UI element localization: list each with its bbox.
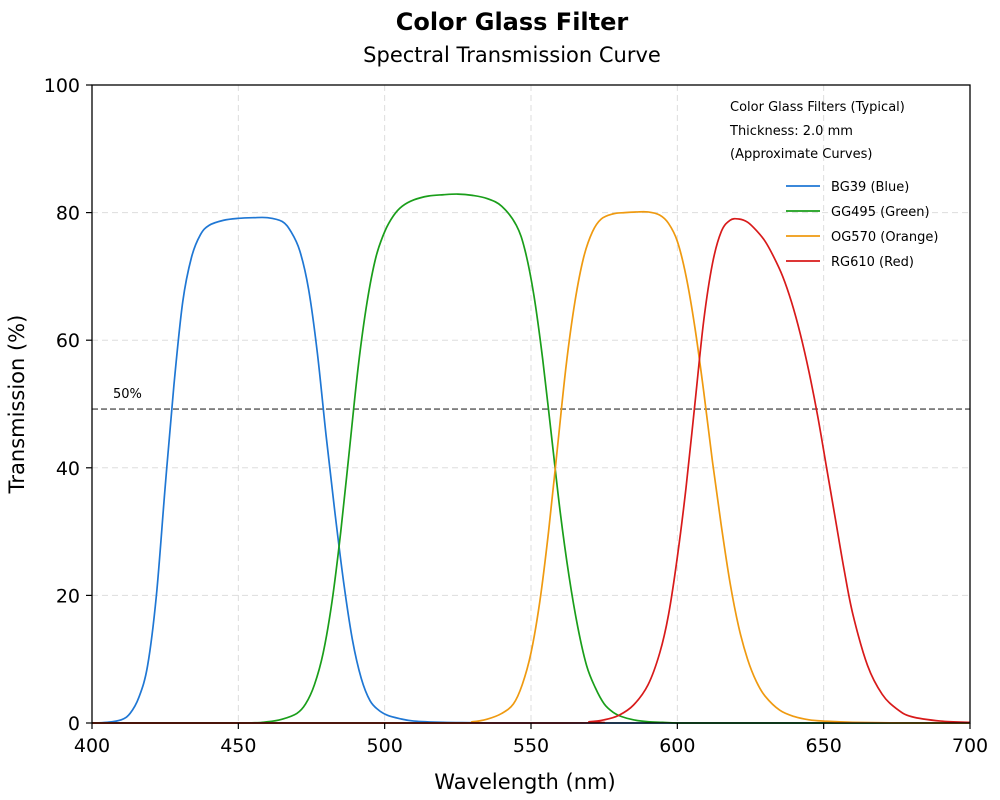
x-ticks: 400 450 500 550 600 650 700 — [74, 723, 988, 757]
series-line-0 — [91, 216, 970, 724]
annotation-line-2: Thickness: 2.0 mm — [729, 124, 853, 139]
legend-label-1: GG495 (Green) — [831, 205, 930, 220]
x-axis-label: Wavelength (nm) — [434, 770, 615, 794]
series-line-2 — [92, 210, 970, 724]
y-axis-label: Transmission (%) — [5, 315, 29, 495]
x-tick-label: 450 — [220, 735, 256, 757]
chart-title: Color Glass Filter — [396, 8, 629, 36]
x-tick-label: 650 — [806, 735, 842, 757]
legend: BG39 (Blue) GG495 (Green) OG570 (Orange) RG… — [786, 180, 938, 270]
series-line-3 — [92, 217, 971, 724]
series-group — [91, 193, 971, 724]
y-ticks: 0 20 40 60 80 100 — [44, 75, 92, 735]
reference-line-group: 50% — [92, 387, 970, 410]
x-tick-label: 550 — [513, 735, 549, 757]
annotation-line-3: (Approximate Curves) — [730, 147, 872, 162]
annotation-line-1: Color Glass Filters (Typical) — [730, 100, 905, 115]
y-tick-label: 100 — [44, 75, 80, 97]
x-tick-label: 400 — [74, 735, 110, 757]
annotation-block: Color Glass Filters (Typical) Thickness:… — [729, 100, 905, 162]
x-tick-label: 500 — [367, 735, 403, 757]
legend-label-3: RG610 (Red) — [831, 255, 914, 270]
grid — [92, 85, 970, 723]
chart-subtitle: Spectral Transmission Curve — [363, 43, 661, 67]
x-tick-label: 700 — [952, 735, 988, 757]
y-tick-label: 80 — [56, 203, 80, 225]
y-tick-label: 60 — [56, 330, 80, 352]
reference-line-label: 50% — [113, 387, 142, 402]
x-tick-label: 600 — [659, 735, 695, 757]
y-tick-label: 40 — [56, 458, 80, 480]
legend-label-2: OG570 (Orange) — [831, 230, 938, 245]
y-tick-label: 20 — [56, 585, 80, 607]
y-tick-label: 0 — [68, 713, 80, 735]
legend-label-0: BG39 (Blue) — [831, 180, 909, 195]
